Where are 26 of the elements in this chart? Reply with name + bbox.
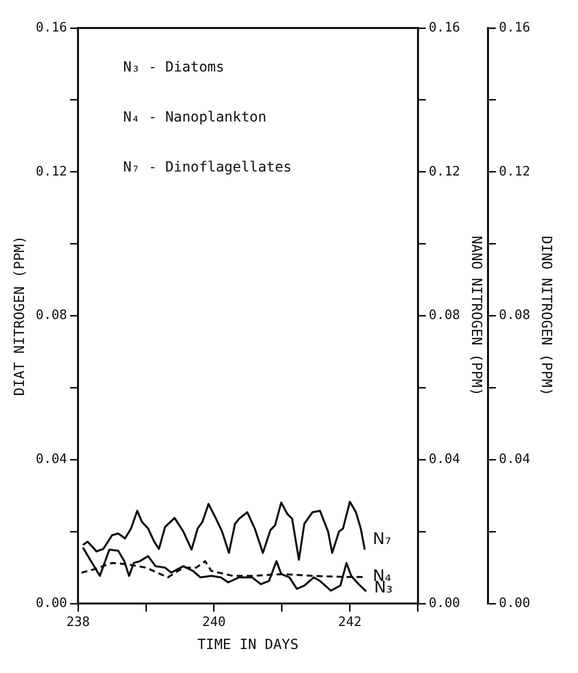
y-tick-label: 0.04 — [36, 452, 68, 468]
x-axis-title: TIME IN DAYS — [197, 637, 299, 654]
annotation: N₄ - Nanoplankton — [123, 110, 266, 126]
y3-tick-label: 0.16 — [498, 20, 530, 36]
annotation: N₇ - Dinoflagellates — [123, 160, 292, 176]
y2-tick-label: 0.16 — [428, 20, 460, 36]
x-tick-label: 238 — [66, 614, 90, 630]
x-tick-label: 242 — [338, 614, 362, 630]
x-tick-label: 240 — [202, 614, 226, 630]
y3-axis-title: DINO NITROGEN (PPM) — [538, 236, 554, 396]
y3-tick-label: 0.08 — [498, 308, 530, 324]
y2-axis-title: NANO NITROGEN (PPM) — [468, 236, 484, 396]
y2-tick-label: 0.08 — [428, 308, 460, 324]
y-axis-title: DIAT NITROGEN (PPM) — [12, 236, 28, 396]
series-label: N₇ — [372, 528, 392, 548]
y-tick-label: 0.00 — [36, 596, 68, 611]
y-tick-label: 0.12 — [36, 164, 68, 180]
y3-tick-label: 0.12 — [498, 164, 530, 180]
y2-tick-label: 0.12 — [428, 164, 460, 180]
y-tick-label: 0.08 — [36, 308, 68, 324]
y3-tick-label: 0.04 — [498, 452, 530, 468]
y2-tick-label: 0.00 — [428, 596, 460, 611]
y-tick-label: 0.16 — [36, 20, 68, 36]
y3-tick-label: 0.00 — [498, 596, 530, 611]
y2-tick-label: 0.04 — [428, 452, 460, 468]
annotation: N₃ - Diatoms — [123, 60, 224, 76]
